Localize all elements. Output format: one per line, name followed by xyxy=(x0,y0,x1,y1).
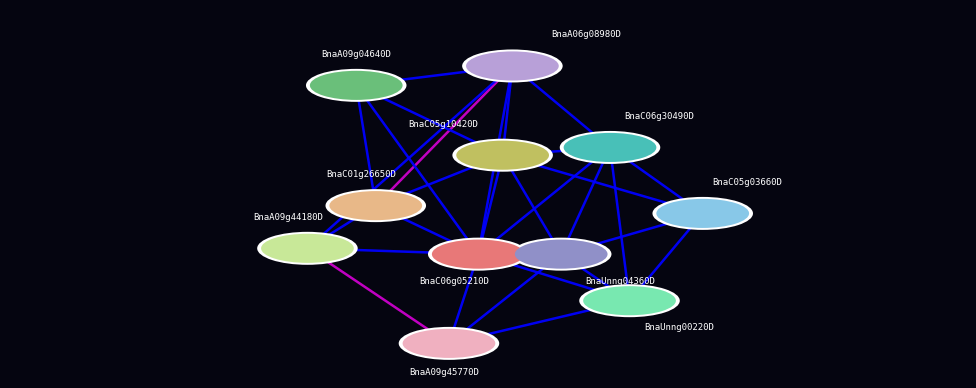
Text: BnaC05g10420D: BnaC05g10420D xyxy=(408,120,478,129)
Ellipse shape xyxy=(653,197,753,230)
Text: BnaUnng04360D: BnaUnng04360D xyxy=(586,277,656,286)
Ellipse shape xyxy=(657,199,750,228)
Text: BnaUnng00220D: BnaUnng00220D xyxy=(644,323,714,333)
Ellipse shape xyxy=(306,69,407,102)
Text: BnaA09g04640D: BnaA09g04640D xyxy=(321,50,391,59)
Text: BnaC05g03660D: BnaC05g03660D xyxy=(712,178,783,187)
Ellipse shape xyxy=(310,71,403,100)
Text: BnaA09g44180D: BnaA09g44180D xyxy=(253,213,323,222)
Ellipse shape xyxy=(258,232,358,265)
Text: BnaC01g26650D: BnaC01g26650D xyxy=(326,170,396,179)
Ellipse shape xyxy=(399,327,500,360)
Text: BnaA09g45770D: BnaA09g45770D xyxy=(409,368,479,377)
Text: BnaC06g30490D: BnaC06g30490D xyxy=(625,112,695,121)
Ellipse shape xyxy=(453,139,552,172)
Ellipse shape xyxy=(463,50,562,83)
Ellipse shape xyxy=(326,189,426,222)
Ellipse shape xyxy=(515,239,607,269)
Text: BnaA06g08980D: BnaA06g08980D xyxy=(551,30,622,40)
Ellipse shape xyxy=(584,286,675,315)
Ellipse shape xyxy=(580,284,679,317)
Ellipse shape xyxy=(456,141,549,170)
Ellipse shape xyxy=(467,52,558,81)
Ellipse shape xyxy=(564,133,657,162)
Ellipse shape xyxy=(431,239,525,269)
Ellipse shape xyxy=(402,329,496,358)
Text: BnaC06g05210D: BnaC06g05210D xyxy=(419,277,489,286)
Ellipse shape xyxy=(427,237,529,271)
Ellipse shape xyxy=(560,131,660,164)
Ellipse shape xyxy=(511,237,611,271)
Ellipse shape xyxy=(329,191,423,220)
Ellipse shape xyxy=(262,234,354,263)
